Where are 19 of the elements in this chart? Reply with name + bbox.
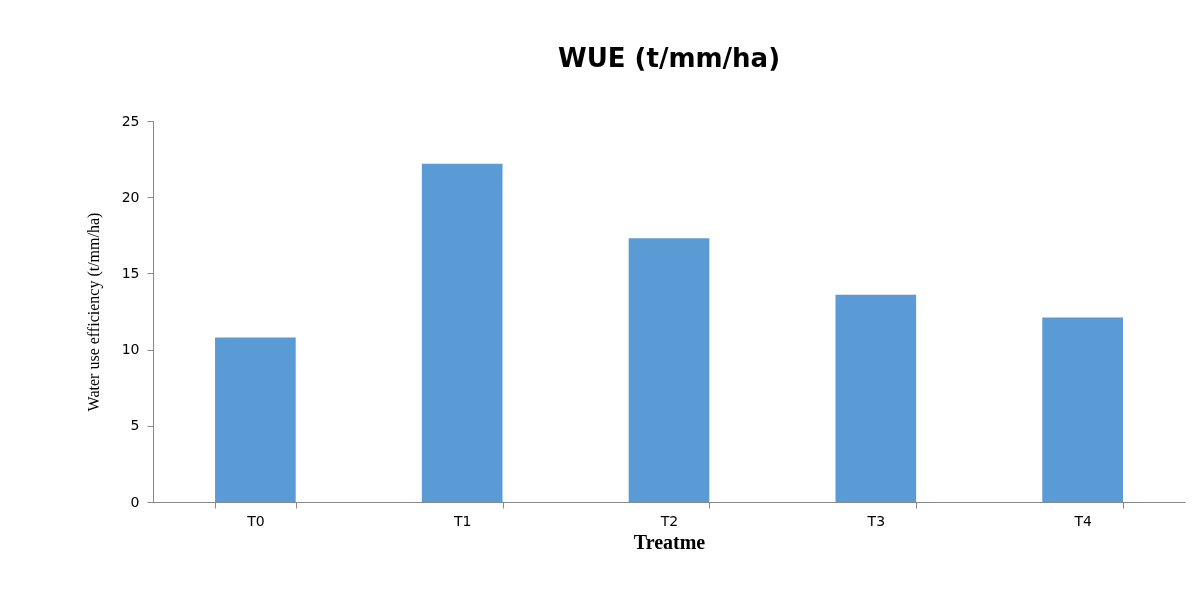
y-tick-label: 15 <box>121 264 140 281</box>
x-tick-label: T2 <box>659 512 679 529</box>
y-axis-title: Water use efficiency (t/mm/ha) <box>84 212 103 412</box>
x-axis-title: Treatme <box>633 530 706 553</box>
x-tick-label: T0 <box>246 512 265 529</box>
y-tick-label: 0 <box>130 493 140 510</box>
bar <box>835 294 917 502</box>
chart-title: WUE (t/mm/ha) <box>557 43 781 73</box>
y-tick-label: 25 <box>121 112 140 129</box>
x-tick-label: T1 <box>452 512 472 529</box>
x-tick-label: T4 <box>1073 512 1092 529</box>
x-tick-label: T3 <box>866 512 886 529</box>
bar <box>1042 317 1123 502</box>
y-tick-label: 5 <box>130 417 140 434</box>
bar <box>215 337 296 502</box>
bar <box>628 238 710 502</box>
bar <box>421 163 503 502</box>
y-tick-label: 20 <box>121 188 140 205</box>
y-tick-label: 10 <box>121 341 140 358</box>
